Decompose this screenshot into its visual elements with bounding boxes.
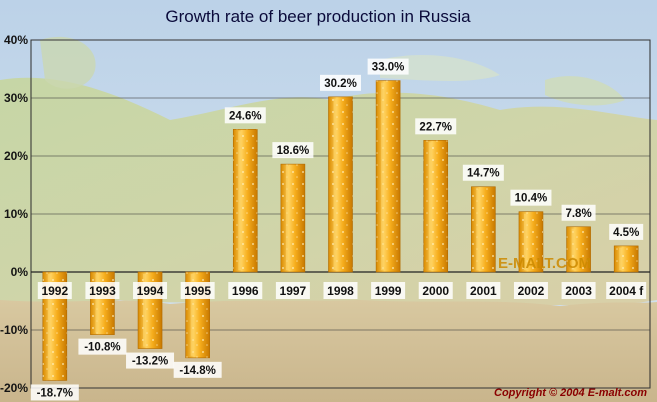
category-label-bg bbox=[561, 282, 596, 299]
value-label: -14.8% bbox=[179, 365, 215, 377]
y-tick-label: 10% bbox=[4, 207, 28, 221]
y-tick-label: 40% bbox=[4, 33, 28, 47]
value-label: 18.6% bbox=[277, 145, 310, 157]
category-label: 1998 bbox=[327, 284, 354, 298]
bar-highlight bbox=[190, 274, 194, 356]
value-label: 10.4% bbox=[515, 193, 548, 205]
bar-highlight bbox=[285, 166, 289, 270]
value-label: 14.7% bbox=[467, 168, 500, 180]
category-label: 2001 bbox=[470, 284, 497, 298]
category-label-bg bbox=[228, 282, 263, 299]
y-tick-label: 20% bbox=[4, 149, 28, 163]
value-label-bg bbox=[320, 74, 361, 91]
value-labels: -18.7% -10.8% -13.2% -14.8% 24.6% 18.6% 30.2% 3… bbox=[30, 58, 644, 401]
y-tick-label: 30% bbox=[4, 91, 28, 105]
bar-bubbles bbox=[614, 245, 639, 272]
category-label: 1995 bbox=[184, 284, 211, 298]
category-label-bg bbox=[606, 282, 647, 299]
value-label: -13.2% bbox=[132, 356, 168, 368]
y-tick-label: -10% bbox=[0, 323, 28, 337]
bar-highlight bbox=[238, 131, 242, 270]
bar-highlight bbox=[571, 228, 575, 270]
bar-highlight bbox=[619, 247, 623, 270]
bar-bubbles bbox=[328, 96, 353, 272]
copyright-text: Copyright © 2004 E-malt.com bbox=[494, 387, 647, 399]
y-tick-label: -20% bbox=[0, 381, 28, 395]
value-label-bg bbox=[272, 142, 314, 159]
value-label-bg bbox=[126, 352, 175, 369]
y-tick-label: 0% bbox=[11, 265, 29, 279]
value-label-bg bbox=[173, 361, 222, 378]
value-label-bg bbox=[561, 204, 596, 221]
category-label-bg bbox=[275, 282, 310, 299]
category-label-bg bbox=[371, 282, 406, 299]
category-label-bg bbox=[85, 282, 120, 299]
chart-title: Growth rate of beer production in Russia bbox=[165, 7, 471, 26]
bar-highlight bbox=[333, 98, 337, 270]
bar-highlight bbox=[381, 82, 385, 270]
value-label: 22.7% bbox=[419, 121, 452, 133]
value-label: -10.8% bbox=[84, 342, 120, 354]
category-label-bg bbox=[323, 282, 358, 299]
bar-highlight bbox=[476, 188, 480, 270]
category-label: 1992 bbox=[41, 284, 68, 298]
value-label-bg bbox=[224, 107, 266, 124]
value-label-bg bbox=[462, 164, 504, 181]
category-label-bg bbox=[133, 282, 168, 299]
category-label: 2003 bbox=[565, 284, 592, 298]
category-label: 1993 bbox=[89, 284, 116, 298]
bar-bubbles bbox=[233, 129, 258, 272]
bar-bubbles bbox=[566, 226, 591, 272]
bar-highlight bbox=[143, 274, 147, 347]
category-label-bg bbox=[513, 282, 548, 299]
category-label-bg bbox=[180, 282, 215, 299]
category-label-bg bbox=[466, 282, 501, 299]
category-label-bg bbox=[37, 282, 72, 299]
bar-bubbles bbox=[90, 272, 115, 335]
value-label-bg bbox=[78, 338, 127, 355]
bar-bubbles bbox=[518, 211, 543, 272]
bar-bubbles bbox=[280, 164, 305, 272]
value-label: 30.2% bbox=[324, 78, 357, 90]
bar-highlight bbox=[428, 142, 432, 270]
value-label-bg bbox=[609, 223, 644, 240]
value-label-bg bbox=[30, 384, 79, 401]
value-label: 7.8% bbox=[565, 208, 591, 220]
value-label-bg bbox=[367, 58, 409, 75]
value-label: 24.6% bbox=[229, 110, 262, 122]
y-axis: -20% -10% 0% 10% 20% 30% 40% bbox=[0, 33, 28, 395]
watermark: E-MALT.COM bbox=[498, 255, 591, 272]
category-label: 1999 bbox=[375, 284, 402, 298]
bar-highlight bbox=[523, 213, 527, 270]
bar-bubbles bbox=[471, 186, 496, 272]
bar-highlight bbox=[47, 274, 51, 379]
bar-bubbles bbox=[376, 80, 401, 272]
category-label: 2000 bbox=[422, 284, 449, 298]
category-labels: 1992 1993 1994 1995 1996 1997 1998 1999 2000 2001… bbox=[37, 282, 647, 299]
bar-highlight bbox=[95, 274, 99, 333]
value-label: 4.5% bbox=[613, 227, 639, 239]
value-label-bg bbox=[415, 118, 457, 135]
category-label: 2004 f bbox=[609, 284, 644, 298]
value-label-bg bbox=[510, 189, 552, 206]
category-label-bg bbox=[418, 282, 453, 299]
bar-bubbles bbox=[423, 140, 448, 272]
value-label: 33.0% bbox=[372, 62, 405, 74]
value-label: -18.7% bbox=[37, 387, 73, 399]
category-label: 2002 bbox=[518, 284, 545, 298]
category-label: 1997 bbox=[280, 284, 307, 298]
category-label: 1994 bbox=[137, 284, 164, 298]
category-label: 1996 bbox=[232, 284, 259, 298]
